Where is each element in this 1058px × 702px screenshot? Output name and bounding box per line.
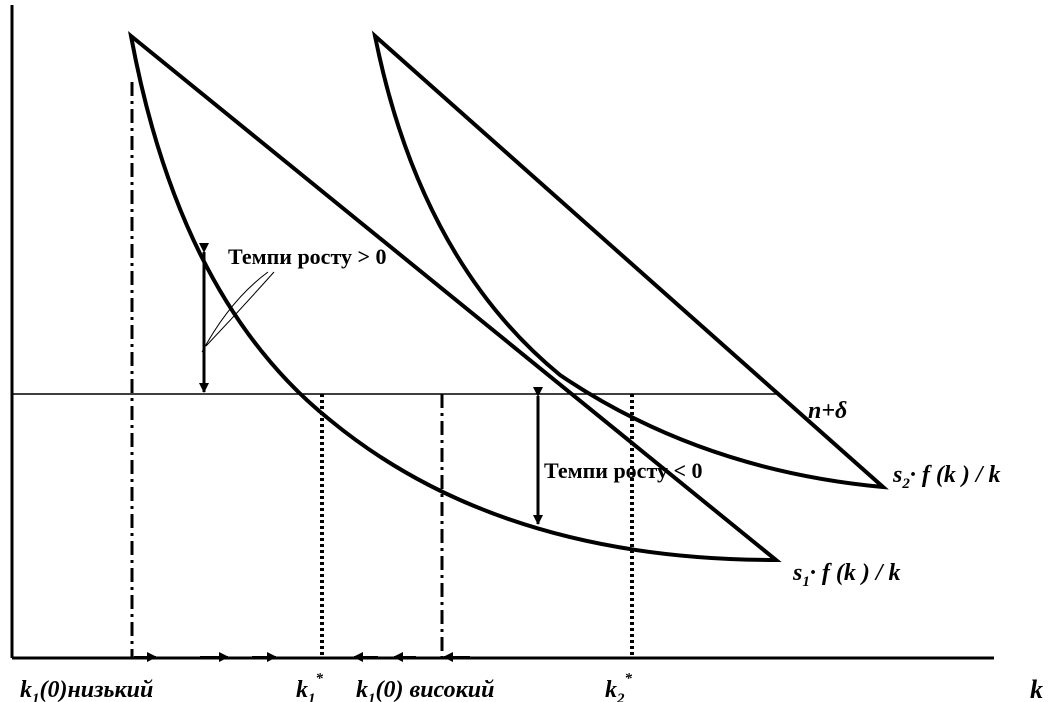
growth-positive-label: Темпи росту > 0 xyxy=(228,244,387,269)
curve-s2 xyxy=(371,30,889,490)
k-high-label: k1(0) високий xyxy=(356,677,494,702)
k-low-label: k1(0)низький xyxy=(20,677,153,702)
n-delta-label: n+δ xyxy=(808,398,847,424)
curve-s1-label: s1· f (k ) / k xyxy=(792,560,901,590)
growth-positive-callout xyxy=(201,271,275,353)
curve-s1 xyxy=(128,31,782,563)
x-axis-label: k xyxy=(1030,675,1043,702)
k2-star-label: k2* xyxy=(605,671,633,702)
curve-s2-label: s2· f (k ) / k xyxy=(892,462,1001,492)
k1-star-label: k1* xyxy=(296,671,324,702)
growth-negative-label: Темпи росту < 0 xyxy=(544,458,703,483)
